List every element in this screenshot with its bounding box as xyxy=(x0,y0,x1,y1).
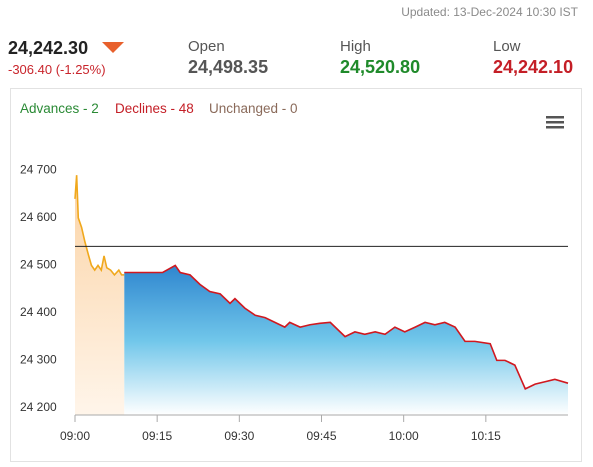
low-label: Low xyxy=(493,38,521,55)
y-tick-label: 24 500 xyxy=(20,258,57,272)
x-tick-label: 09:45 xyxy=(306,429,336,443)
y-tick-label: 24 200 xyxy=(20,400,57,414)
high-value: 24,520.80 xyxy=(340,57,421,77)
open-value: 24,498.35 xyxy=(188,57,269,77)
price-line xyxy=(74,175,125,277)
x-tick-label: 10:00 xyxy=(389,429,419,443)
down-arrow-icon xyxy=(102,42,124,53)
menu-icon[interactable] xyxy=(546,116,564,129)
advances: Advances - 2 xyxy=(20,101,99,116)
high-label: High xyxy=(340,38,371,55)
low-value: 24,242.10 xyxy=(493,57,574,77)
x-tick-label: 09:15 xyxy=(142,429,172,443)
area-fill xyxy=(75,175,125,415)
last-price: 24,242.30 xyxy=(8,38,89,58)
y-tick-label: 24 600 xyxy=(20,210,57,224)
x-tick-label: 09:00 xyxy=(60,429,90,443)
chart-panel xyxy=(10,88,582,462)
y-tick-label: 24 300 xyxy=(20,353,57,367)
price-line xyxy=(124,264,569,390)
y-tick-label: 24 700 xyxy=(20,163,57,177)
y-tick-label: 24 400 xyxy=(20,305,57,319)
area-fill xyxy=(124,265,569,415)
declines: Declines - 48 xyxy=(115,101,194,116)
x-tick-label: 10:15 xyxy=(471,429,501,443)
updated-time: Updated: 13-Dec-2024 10:30 IST xyxy=(401,5,578,19)
price-change: -306.40 (-1.25%) xyxy=(8,62,106,77)
unchanged: Unchanged - 0 xyxy=(209,101,298,116)
x-tick-label: 09:30 xyxy=(224,429,254,443)
open-label: Open xyxy=(188,38,225,55)
